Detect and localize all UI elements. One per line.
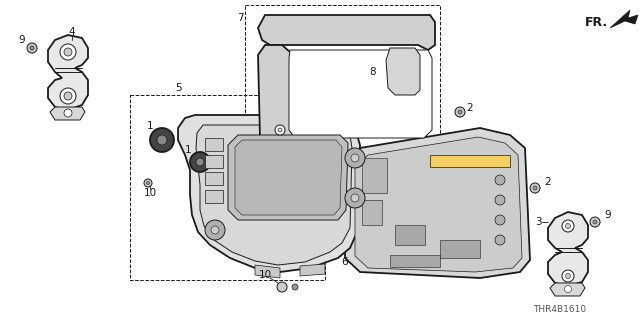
Bar — [245, 5, 440, 160]
Circle shape — [60, 88, 76, 104]
Text: 7: 7 — [237, 13, 243, 23]
Polygon shape — [50, 107, 85, 120]
Circle shape — [64, 48, 72, 56]
Text: 9: 9 — [19, 35, 26, 45]
Text: 5: 5 — [175, 83, 181, 93]
Circle shape — [590, 217, 600, 227]
Polygon shape — [258, 45, 295, 148]
Circle shape — [278, 128, 282, 132]
Bar — [205, 172, 223, 185]
Circle shape — [564, 285, 572, 292]
Circle shape — [64, 92, 72, 100]
Circle shape — [455, 107, 465, 117]
Polygon shape — [550, 283, 585, 296]
Circle shape — [196, 158, 204, 166]
Text: FR.: FR. — [585, 15, 608, 28]
Polygon shape — [610, 10, 638, 28]
Polygon shape — [258, 15, 435, 50]
Text: 9: 9 — [605, 210, 611, 220]
Polygon shape — [289, 50, 432, 138]
Circle shape — [351, 154, 359, 162]
Text: 2: 2 — [545, 177, 551, 187]
Text: 1: 1 — [185, 145, 191, 155]
Text: 2: 2 — [467, 103, 474, 113]
Circle shape — [495, 235, 505, 245]
Circle shape — [530, 183, 540, 193]
Circle shape — [144, 179, 152, 187]
Circle shape — [147, 181, 150, 185]
Bar — [395, 225, 425, 245]
Circle shape — [562, 220, 574, 232]
Circle shape — [345, 148, 365, 168]
Polygon shape — [48, 35, 88, 110]
Circle shape — [292, 284, 298, 290]
Bar — [205, 190, 223, 203]
Polygon shape — [355, 137, 522, 272]
Polygon shape — [178, 115, 360, 272]
Polygon shape — [235, 140, 342, 215]
Circle shape — [211, 226, 219, 234]
Text: 10: 10 — [143, 188, 157, 198]
Bar — [362, 158, 387, 193]
Circle shape — [64, 109, 72, 117]
Circle shape — [495, 175, 505, 185]
Circle shape — [566, 223, 570, 228]
Circle shape — [351, 194, 359, 202]
Circle shape — [150, 128, 174, 152]
Polygon shape — [548, 212, 588, 286]
Polygon shape — [386, 48, 420, 95]
Bar — [362, 200, 382, 225]
Text: 1: 1 — [147, 121, 154, 131]
Polygon shape — [345, 128, 530, 278]
Circle shape — [205, 220, 225, 240]
Circle shape — [30, 46, 34, 50]
Bar — [205, 138, 223, 151]
Circle shape — [533, 186, 537, 190]
Polygon shape — [255, 265, 280, 278]
Circle shape — [60, 44, 76, 60]
Text: 4: 4 — [68, 27, 76, 37]
Circle shape — [157, 135, 167, 145]
Bar — [440, 240, 480, 258]
Circle shape — [495, 195, 505, 205]
Polygon shape — [228, 135, 348, 220]
Circle shape — [190, 152, 210, 172]
Text: 8: 8 — [370, 67, 376, 77]
Circle shape — [566, 274, 570, 278]
Text: 10: 10 — [259, 270, 271, 280]
Circle shape — [277, 282, 287, 292]
Circle shape — [562, 270, 574, 282]
Circle shape — [593, 220, 597, 224]
Bar — [390, 255, 440, 267]
Text: 3: 3 — [534, 217, 541, 227]
Text: THR4B1610: THR4B1610 — [533, 306, 587, 315]
Polygon shape — [300, 264, 325, 276]
Bar — [130, 95, 325, 280]
Circle shape — [275, 125, 285, 135]
Polygon shape — [196, 125, 352, 265]
Circle shape — [495, 215, 505, 225]
Circle shape — [345, 188, 365, 208]
Circle shape — [458, 110, 462, 114]
Text: 6: 6 — [342, 257, 348, 267]
Bar — [430, 155, 510, 167]
Bar — [205, 155, 223, 168]
Circle shape — [27, 43, 37, 53]
